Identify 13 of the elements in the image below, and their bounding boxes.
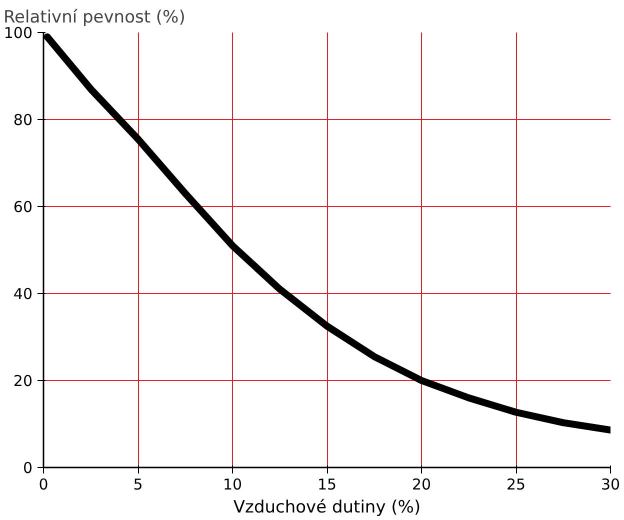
x-tick-label: 20 — [412, 476, 432, 494]
x-tick-label: 15 — [317, 476, 337, 494]
y-tick-label: 20 — [13, 372, 33, 390]
x-axis-title: Vzduchové dutiny (%) — [233, 498, 421, 518]
x-tick-label: 5 — [133, 476, 143, 494]
x-tick-label: 30 — [600, 476, 620, 494]
y-tick-label: 0 — [22, 459, 33, 477]
x-tick-label: 0 — [38, 476, 48, 494]
y-tick-label: 80 — [13, 111, 33, 129]
y-tick-label: 60 — [13, 198, 33, 216]
y-tick-label: 40 — [13, 285, 33, 303]
x-tick-label: 25 — [506, 476, 526, 494]
x-tick-label: 10 — [222, 476, 242, 494]
